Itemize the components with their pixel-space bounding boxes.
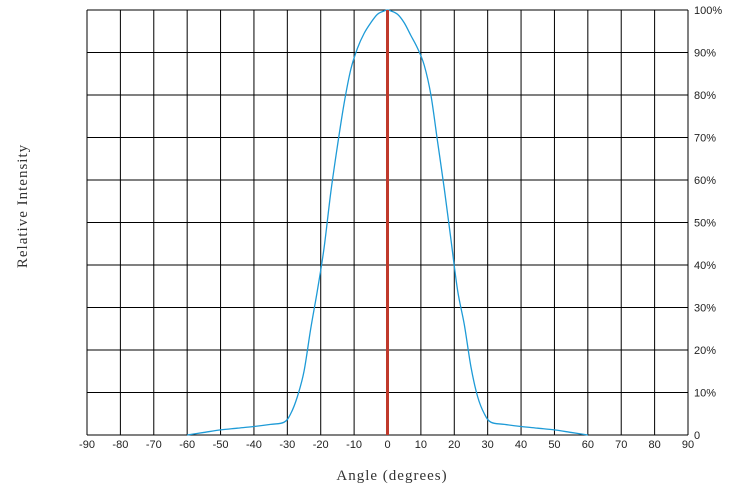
y-tick-labels: 0 10% 20% 30% 40% 50% 60% 70% 80% 90% 100% — [694, 5, 722, 442]
x-tick-label: -30 — [279, 439, 295, 451]
y-tick-label: 90% — [694, 48, 716, 60]
x-tick-labels: -90 -80 -70 -60 -50 -40 -30 -20 -10 0 10 20 30 40 50 60… — [79, 439, 694, 451]
y-tick-label: 70% — [694, 133, 716, 145]
y-tick-label: 80% — [694, 90, 716, 102]
x-axis-title: Angle (degrees) — [336, 468, 447, 484]
x-tick-label: 10 — [415, 439, 427, 451]
y-tick-label: 50% — [694, 218, 716, 230]
x-tick-label: 20 — [448, 439, 460, 451]
x-tick-label: 40 — [515, 439, 527, 451]
y-tick-label: 40% — [694, 260, 716, 272]
x-tick-label: 80 — [648, 439, 660, 451]
x-tick-label: -20 — [313, 439, 329, 451]
x-tick-label: 70 — [615, 439, 627, 451]
y-tick-label: 30% — [694, 303, 716, 315]
x-tick-label: 90 — [682, 439, 694, 451]
y-tick-label: 10% — [694, 388, 716, 400]
x-tick-label: 0 — [384, 439, 390, 451]
y-tick-label: 0 — [694, 430, 700, 442]
x-tick-label: 50 — [548, 439, 560, 451]
x-tick-label: -80 — [112, 439, 128, 451]
x-tick-label: -90 — [79, 439, 95, 451]
x-tick-label: -50 — [213, 439, 229, 451]
y-tick-label: 20% — [694, 345, 716, 357]
x-tick-label: 60 — [582, 439, 594, 451]
y-tick-label: 100% — [694, 5, 722, 17]
x-tick-label: -40 — [246, 439, 262, 451]
x-tick-label: -60 — [179, 439, 195, 451]
y-tick-label: 60% — [694, 175, 716, 187]
y-axis-title: Relative Intensity — [15, 144, 31, 268]
x-tick-label: 30 — [482, 439, 494, 451]
x-tick-label: -70 — [146, 439, 162, 451]
x-tick-label: -10 — [346, 439, 362, 451]
